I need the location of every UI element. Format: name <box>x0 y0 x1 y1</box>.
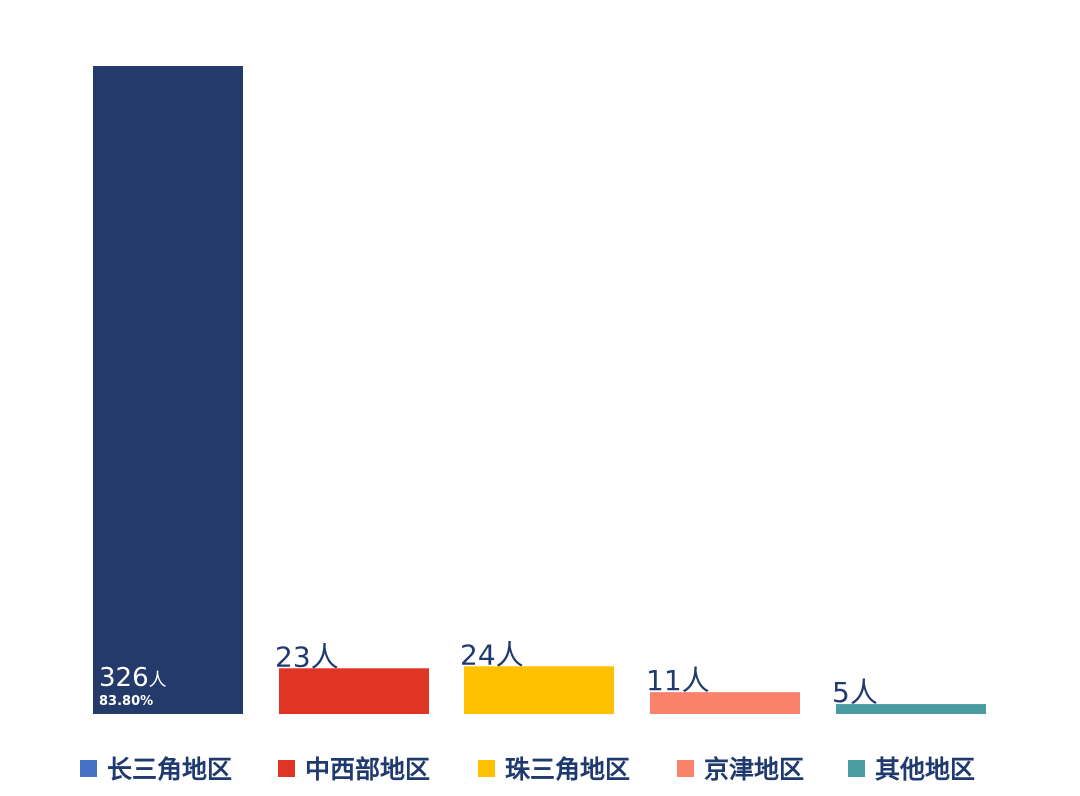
legend-label-yangtze-delta: 长三角地区 <box>107 755 233 784</box>
legend-item-central-western: 中西部地区 <box>278 748 430 788</box>
data-label-other: 5人 <box>832 676 878 709</box>
chart-legend: 长三角地区 中西部地区 珠三角地区 京津地区 其他地区 <box>0 748 1080 788</box>
bar-other <box>836 704 986 714</box>
legend-swatch-other <box>848 759 865 777</box>
legend-swatch-pearl-delta <box>478 759 495 777</box>
data-label-pearl-delta: 24人 <box>460 638 524 671</box>
legend-swatch-central-western <box>278 759 295 777</box>
bar-central-western <box>279 668 429 714</box>
legend-item-pearl-delta: 珠三角地区 <box>478 748 630 788</box>
legend-label-beijing-tianjin: 京津地区 <box>704 755 805 784</box>
data-label-beijing-tianjin: 11人 <box>646 664 710 697</box>
bar-yangtze-delta <box>93 66 243 714</box>
legend-item-yangtze-delta: 长三角地区 <box>80 748 232 788</box>
legend-item-other: 其他地区 <box>848 748 975 788</box>
data-label-central-western: 23人 <box>275 640 339 673</box>
legend-swatch-beijing-tianjin <box>677 759 694 777</box>
legend-swatch-yangtze-delta <box>80 759 97 777</box>
legend-label-pearl-delta: 珠三角地区 <box>505 755 631 784</box>
bar-beijing-tianjin <box>650 692 800 714</box>
legend-label-other: 其他地区 <box>875 755 976 784</box>
data-label-yangtze-delta: 326人 <box>99 663 167 693</box>
bar-pearl-delta <box>464 666 614 714</box>
percentage-label-yangtze-delta: 83.80% <box>99 694 153 709</box>
legend-item-beijing-tianjin: 京津地区 <box>677 748 804 788</box>
legend-label-central-western: 中西部地区 <box>305 755 431 784</box>
